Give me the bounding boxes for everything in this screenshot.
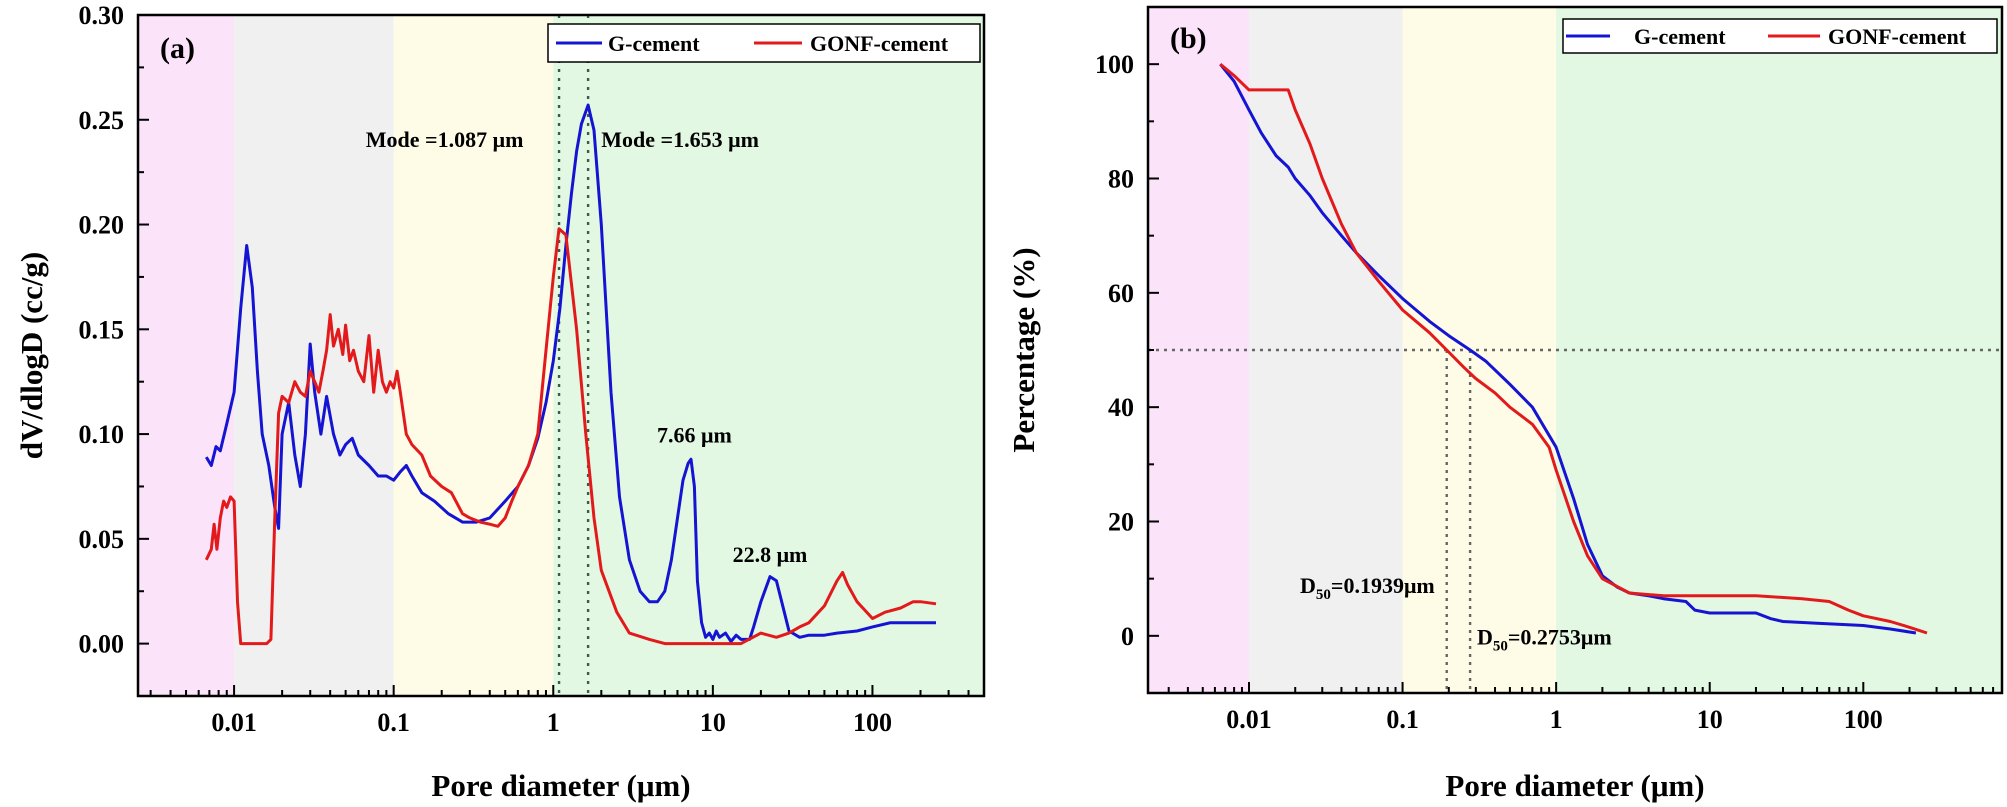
panel-a-dv-dlogd-chart: 0.01 0.1 1 10 100 0.00 0.05 0.10 0.15 0.20 0.25 0.3… — [14, 1, 986, 803]
shaded-region-0 — [138, 15, 235, 696]
shaded-region-2 — [393, 15, 554, 696]
series-line-gonf-cement — [1219, 63, 1928, 635]
y-tick-label: 0.05 — [79, 525, 125, 554]
x-tick-label: 0.01 — [1226, 705, 1272, 734]
x-axis-label: Pore diameter (μm) — [431, 768, 690, 803]
x-tick-label: 0.1 — [1386, 705, 1419, 734]
annotation-suffix: =0.1939μm — [1331, 573, 1435, 598]
annotation-1: Mode =1.653 μm — [601, 127, 759, 152]
x-tick-label: 1 — [1550, 705, 1563, 734]
plot-area — [204, 103, 937, 646]
y-axis-label: dV/dlogD (cc/g) — [14, 252, 49, 460]
x-axis-label: Pore diameter (μm) — [1445, 768, 1704, 803]
annotation-0: Mode =1.087 μm — [366, 127, 524, 152]
annotation-subscript: 50 — [1493, 638, 1508, 654]
annotation-subscript: 50 — [1316, 587, 1331, 603]
shaded-region-3 — [553, 15, 984, 696]
annotation-1: D50=0.2753μm — [1477, 624, 1612, 654]
axes-frame — [136, 13, 986, 698]
y-tick-label: 0.00 — [79, 630, 125, 659]
y-tick-label: 0.30 — [79, 1, 125, 30]
x-tick-label: 0.01 — [211, 708, 257, 737]
x-tick-label: 10 — [1697, 705, 1723, 734]
panel-label: (b) — [1170, 22, 1207, 55]
y-tick-label: 0.20 — [79, 211, 125, 240]
y-tick-label: 20 — [1108, 508, 1134, 537]
annotation-0: D50=0.1939μm — [1300, 573, 1435, 603]
y-axis-label: Percentage (%) — [1006, 247, 1041, 452]
annotation-suffix: =0.2753μm — [1508, 624, 1612, 649]
legend-label-gonf-cement: GONF-cement — [1828, 24, 1967, 49]
y-tick-label: 80 — [1108, 165, 1134, 194]
legend-label-g-cement: G-cement — [608, 31, 700, 56]
series-line-gonf-cement — [204, 227, 937, 646]
y-tick-label: 100 — [1095, 50, 1134, 79]
x-tick-label: 10 — [700, 708, 726, 737]
y-tick-label: 0.15 — [79, 315, 125, 344]
plot-area — [1219, 63, 1928, 635]
annotation-main: D — [1477, 624, 1493, 649]
annotation-3: 22.8 μm — [733, 542, 808, 567]
y-tick-label: 40 — [1108, 393, 1134, 422]
x-tick-label: 0.1 — [377, 708, 410, 737]
x-tick-label: 100 — [853, 708, 892, 737]
legend-label-g-cement: G-cement — [1634, 24, 1726, 49]
y-tick-label: 60 — [1108, 279, 1134, 308]
x-tick-label: 1 — [547, 708, 560, 737]
panel-label: (a) — [160, 32, 195, 65]
series-line-g-cement — [1219, 63, 1917, 635]
legend-label-gonf-cement: GONF-cement — [810, 31, 949, 56]
x-tick-label: 100 — [1844, 705, 1883, 734]
annotation-2: 7.66 μm — [657, 422, 732, 447]
panel-b-cumulative-percentage-chart: 0.01 0.1 1 10 100 0 20 40 60 80 100 Pore diameter (… — [1006, 5, 2004, 803]
y-tick-label: 0.25 — [79, 106, 125, 135]
y-tick-label: 0 — [1121, 622, 1134, 651]
y-tick-label: 0.10 — [79, 420, 125, 449]
annotation-main: D — [1300, 573, 1316, 598]
